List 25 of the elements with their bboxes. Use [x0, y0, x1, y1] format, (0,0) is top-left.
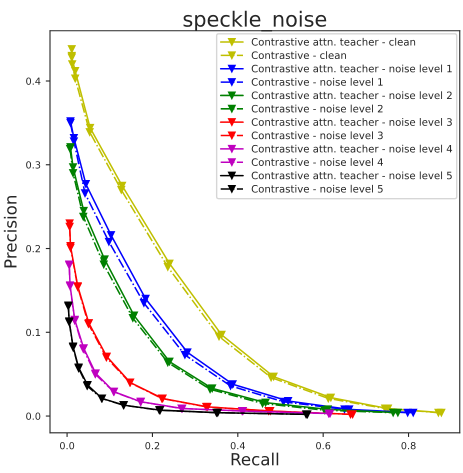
y-tick-label: 0.1 — [26, 328, 40, 336]
legend-label: Contrastive - noise level 4 — [252, 158, 384, 166]
legend-label: Contrastive attn. teacher - noise level 4 — [252, 144, 452, 153]
y-tick-label: 0.3 — [26, 161, 40, 169]
legend-label: Contrastive attn. teacher - noise level 5 — [252, 171, 452, 180]
legend-label: Contrastive attn. teacher - noise level 2 — [252, 91, 452, 100]
legend-label: Contrastive - noise level 2 — [252, 104, 383, 112]
x-axis-title: Recall — [232, 452, 278, 466]
x-tick-label: 0.4 — [230, 442, 245, 450]
legend-label: Contrastive - clean — [252, 51, 346, 60]
y-tick-label: 0.0 — [26, 412, 40, 420]
y-tick-label: 0.4 — [26, 77, 40, 85]
y-tick-label: 0.2 — [26, 245, 40, 252]
legend-label: Contrastive - noise level 5 — [252, 184, 383, 193]
x-tick-label: 0.8 — [401, 442, 416, 450]
legend-label: Contrastive attn. teacher - clean — [252, 38, 416, 46]
legend-label: Contrastive attn. teacher - noise level 1 — [252, 64, 452, 72]
y-axis-title: Precision — [4, 196, 17, 268]
x-tick-label: 0.2 — [145, 442, 160, 450]
x-tick-label: 0.0 — [60, 442, 74, 450]
legend-label: Contrastive - noise level 3 — [252, 131, 383, 140]
legend-label: Contrastive attn. teacher - noise level 3 — [252, 118, 452, 126]
x-tick-label: 0.6 — [316, 442, 330, 450]
legend-label: Contrastive - noise level 1 — [252, 78, 383, 86]
chart-title: speckle_noise — [184, 10, 326, 32]
